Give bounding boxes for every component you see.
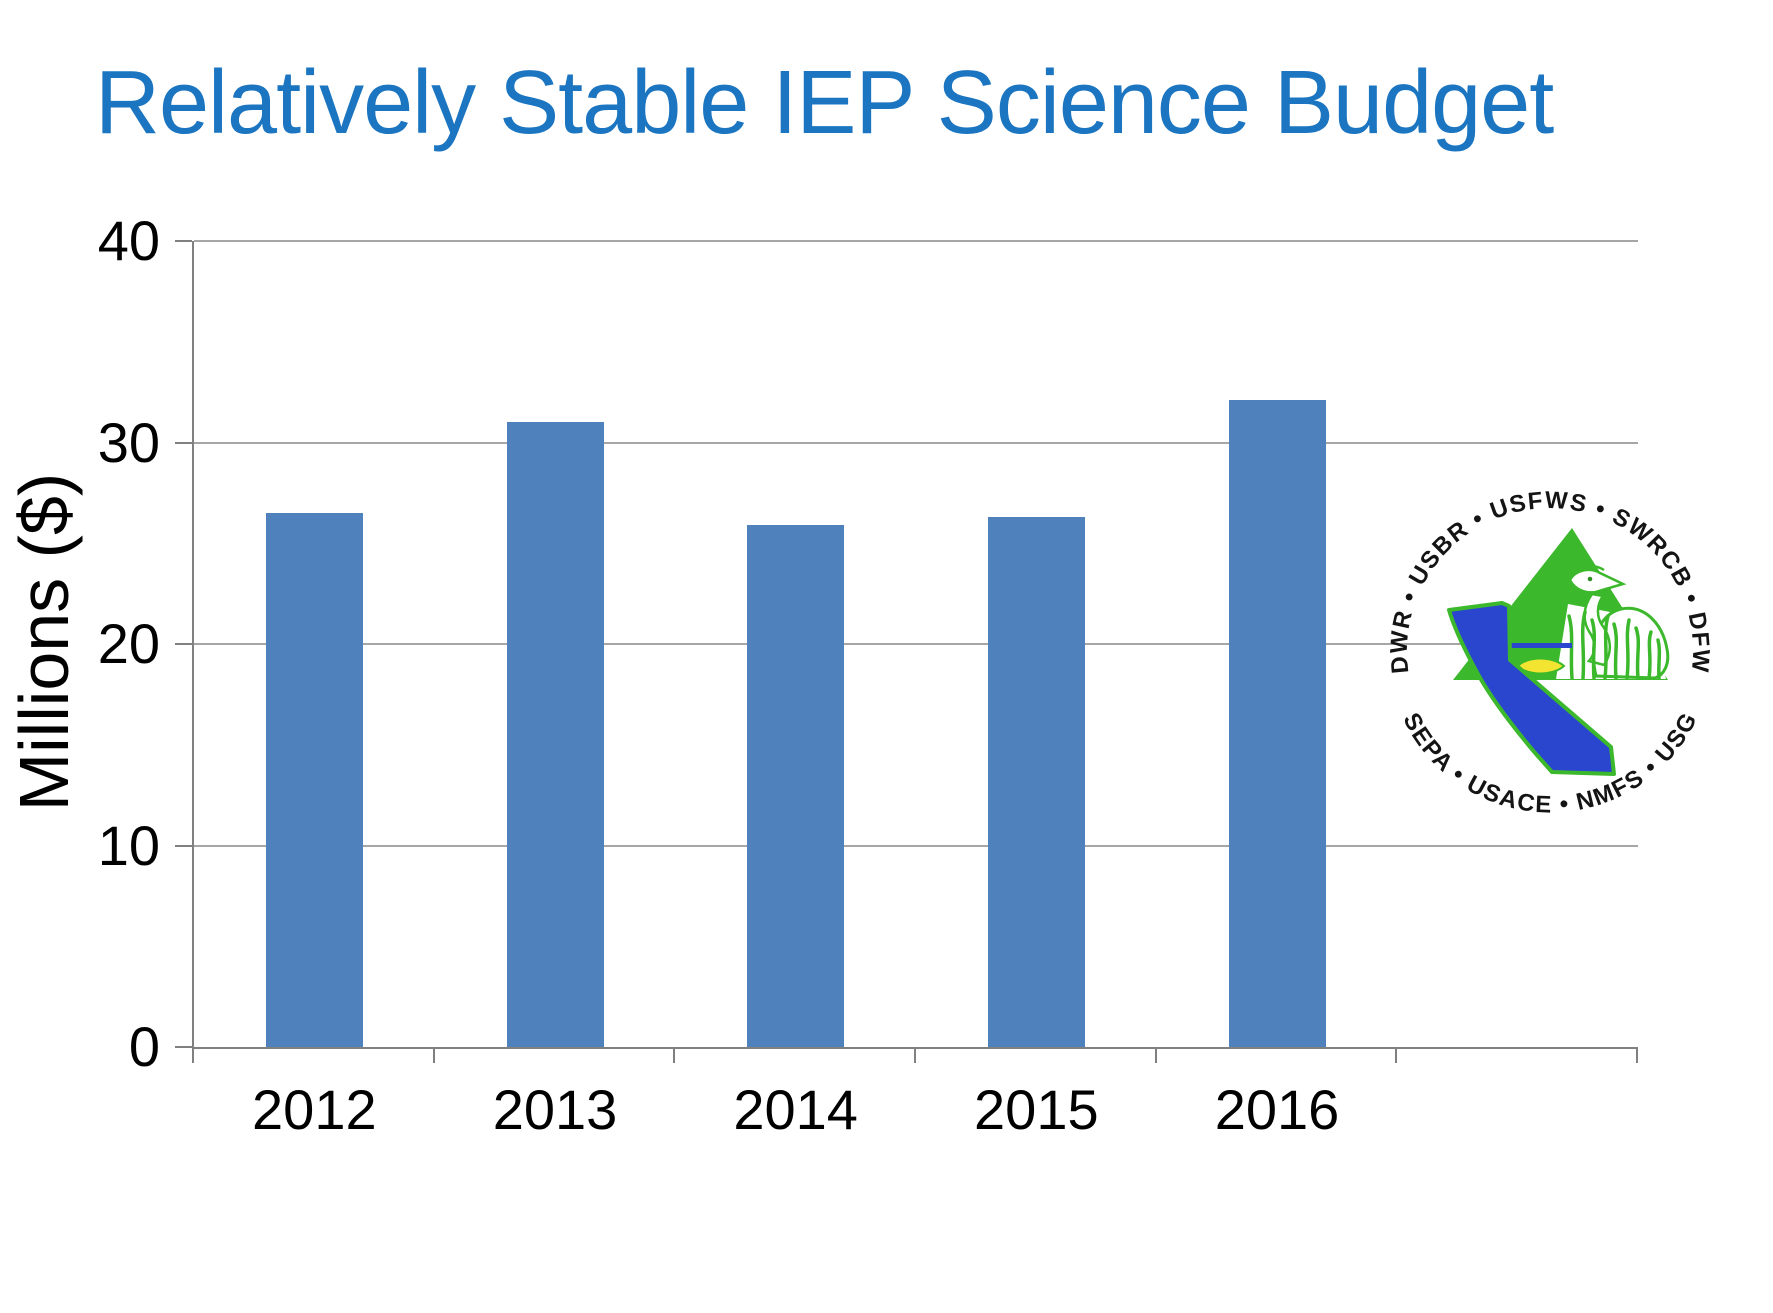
gridline: [194, 240, 1638, 242]
x-tick-label: 2013: [492, 1078, 618, 1141]
logo-water-line: [1506, 643, 1572, 648]
y-tick-mark: [175, 240, 192, 242]
y-tick-mark: [175, 844, 192, 847]
slide-title: Relatively Stable IEP Science Budget: [95, 53, 1554, 153]
x-tick-mark: [192, 1047, 194, 1063]
bar-2014: [747, 525, 845, 1047]
logo-heron-icon: [1568, 564, 1670, 680]
bar-2013: [506, 422, 604, 1047]
y-tick-label: 40: [97, 209, 160, 272]
y-tick-label: 30: [97, 410, 160, 474]
x-tick-label: 2014: [733, 1078, 858, 1141]
y-tick-mark: [175, 441, 192, 444]
x-tick-mark: [673, 1047, 676, 1063]
gridline: [194, 844, 1638, 847]
y-tick-label: 0: [128, 1015, 160, 1078]
x-tick-label: 2015: [974, 1078, 1099, 1141]
x-tick-mark: [1636, 1047, 1638, 1063]
x-tick-mark: [914, 1047, 916, 1063]
y-axis-line: [192, 241, 194, 1047]
x-tick-mark: [1395, 1047, 1398, 1063]
logo-california-icon: [1447, 601, 1616, 776]
bar-2015: [987, 517, 1085, 1047]
x-tick-mark: [1154, 1047, 1157, 1063]
logo-fish-icon: [1516, 657, 1566, 675]
y-tick-mark: [175, 1046, 192, 1048]
x-tick-label: 2016: [1214, 1078, 1340, 1141]
iep-logo: DWR • USBR • USFWS • SWRCB • DFW USEPA •…: [1383, 482, 1713, 819]
y-tick-label: 10: [97, 813, 160, 877]
x-tick-label: 2012: [252, 1078, 377, 1141]
bar-2012: [265, 513, 363, 1047]
gridline: [194, 643, 1638, 645]
y-tick-label: 20: [97, 612, 160, 675]
x-tick-mark: [432, 1047, 435, 1063]
gridline: [194, 441, 1638, 444]
bar-2016: [1228, 400, 1326, 1047]
y-tick-mark: [175, 643, 192, 645]
